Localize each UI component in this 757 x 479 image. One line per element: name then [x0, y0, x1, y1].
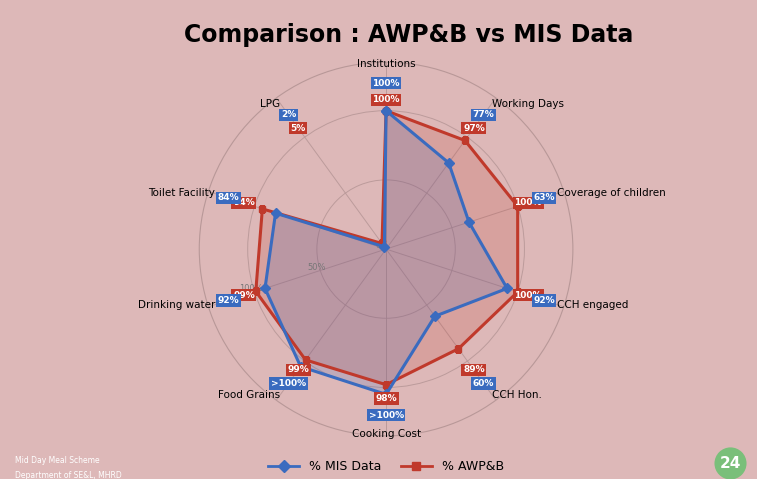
- Text: 98%: 98%: [375, 394, 397, 403]
- Text: 92%: 92%: [217, 296, 239, 305]
- Text: 100%: 100%: [515, 291, 542, 300]
- Text: LPG: LPG: [260, 99, 280, 109]
- Text: Department of SE&L, MHRD: Department of SE&L, MHRD: [15, 471, 122, 479]
- Text: CCH engaged: CCH engaged: [557, 300, 628, 309]
- Legend: % MIS Data, % AWP&B: % MIS Data, % AWP&B: [263, 455, 509, 478]
- Text: Institutions: Institutions: [357, 59, 416, 69]
- Text: 77%: 77%: [473, 110, 494, 119]
- Text: Food Grains: Food Grains: [218, 389, 280, 399]
- Text: 99%: 99%: [233, 291, 255, 300]
- Text: Cooking Cost: Cooking Cost: [351, 429, 421, 439]
- Polygon shape: [256, 111, 518, 385]
- Text: Drinking water: Drinking water: [138, 300, 215, 309]
- Text: >100%: >100%: [369, 411, 403, 420]
- Text: 5%: 5%: [291, 124, 306, 133]
- Text: 24: 24: [720, 456, 741, 471]
- Text: Working Days: Working Days: [492, 99, 564, 109]
- Text: 63%: 63%: [533, 193, 555, 202]
- Text: 0%: 0%: [375, 241, 389, 251]
- Text: CCH Hon.: CCH Hon.: [492, 389, 542, 399]
- Text: >100%: >100%: [271, 379, 306, 388]
- Text: 97%: 97%: [463, 124, 484, 133]
- Text: 100%: 100%: [515, 198, 542, 207]
- Text: Toilet Facility: Toilet Facility: [148, 189, 215, 198]
- Text: 89%: 89%: [463, 365, 484, 375]
- Text: 100%: 100%: [238, 284, 263, 293]
- Text: 99%: 99%: [288, 365, 309, 375]
- Text: 84%: 84%: [217, 193, 239, 202]
- Text: Comparison : AWP&B vs MIS Data: Comparison : AWP&B vs MIS Data: [184, 23, 634, 47]
- Text: Mid Day Meal Scheme: Mid Day Meal Scheme: [15, 456, 100, 465]
- Text: 50%: 50%: [307, 263, 326, 272]
- Text: 2%: 2%: [281, 110, 296, 119]
- Polygon shape: [265, 111, 507, 394]
- Text: 100%: 100%: [372, 79, 400, 88]
- Text: Coverage of children: Coverage of children: [557, 189, 666, 198]
- Text: 92%: 92%: [533, 296, 555, 305]
- Text: 100%: 100%: [372, 95, 400, 104]
- Text: 94%: 94%: [233, 198, 255, 207]
- Text: 60%: 60%: [473, 379, 494, 388]
